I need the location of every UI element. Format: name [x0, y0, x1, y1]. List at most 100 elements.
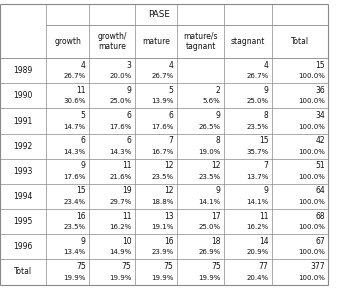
- Text: 14.3%: 14.3%: [64, 149, 86, 155]
- Text: 75: 75: [76, 262, 86, 271]
- Text: 9: 9: [263, 86, 268, 95]
- Text: mature: mature: [142, 37, 170, 46]
- Text: 1994: 1994: [14, 192, 33, 201]
- Text: 4: 4: [169, 61, 174, 70]
- Text: 36: 36: [315, 86, 325, 95]
- Text: 9: 9: [216, 111, 221, 120]
- Text: 18.8%: 18.8%: [151, 199, 174, 205]
- Text: 2: 2: [216, 86, 221, 95]
- Text: 13.9%: 13.9%: [151, 98, 174, 105]
- Text: 14.1%: 14.1%: [246, 199, 268, 205]
- Text: 6: 6: [81, 136, 86, 145]
- Text: 12: 12: [211, 161, 221, 170]
- Text: 14.3%: 14.3%: [109, 149, 131, 155]
- Text: 100.0%: 100.0%: [298, 274, 325, 281]
- Text: 35.7%: 35.7%: [246, 149, 268, 155]
- Text: 20.4%: 20.4%: [246, 274, 268, 281]
- Text: 100.0%: 100.0%: [298, 98, 325, 105]
- Text: 25.0%: 25.0%: [246, 98, 268, 105]
- Text: 13.4%: 13.4%: [64, 249, 86, 255]
- Text: 16.7%: 16.7%: [151, 149, 174, 155]
- Text: 8: 8: [216, 136, 221, 145]
- Text: 23.9%: 23.9%: [151, 249, 174, 255]
- Text: 26.9%: 26.9%: [198, 249, 221, 255]
- Text: 11: 11: [122, 212, 131, 221]
- Text: mature/s
tagnant: mature/s tagnant: [183, 32, 218, 51]
- Text: 5: 5: [169, 86, 174, 95]
- Text: 100.0%: 100.0%: [298, 124, 325, 130]
- Text: 17.6%: 17.6%: [63, 174, 86, 180]
- Text: 67: 67: [315, 237, 325, 246]
- Text: 1990: 1990: [14, 91, 33, 101]
- Text: 17.6%: 17.6%: [109, 124, 131, 130]
- Text: 23.5%: 23.5%: [198, 174, 221, 180]
- Text: 25.0%: 25.0%: [109, 98, 131, 105]
- Text: 9: 9: [216, 186, 221, 196]
- Text: 75: 75: [211, 262, 221, 271]
- Text: 9: 9: [81, 161, 86, 170]
- Text: 100.0%: 100.0%: [298, 199, 325, 205]
- Text: 14.9%: 14.9%: [109, 249, 131, 255]
- Text: 1989: 1989: [14, 66, 33, 75]
- Text: 15: 15: [315, 61, 325, 70]
- Text: 25.0%: 25.0%: [198, 224, 221, 230]
- Text: 23.5%: 23.5%: [151, 174, 174, 180]
- Text: 26.7%: 26.7%: [64, 73, 86, 79]
- Text: growth/
mature: growth/ mature: [97, 32, 127, 51]
- Text: 1993: 1993: [14, 167, 33, 176]
- Text: Total: Total: [291, 37, 309, 46]
- Text: 15: 15: [76, 186, 86, 196]
- Text: 23.4%: 23.4%: [64, 199, 86, 205]
- Text: 14: 14: [259, 237, 268, 246]
- Text: 100.0%: 100.0%: [298, 149, 325, 155]
- Text: 100.0%: 100.0%: [298, 174, 325, 180]
- Text: 16.2%: 16.2%: [109, 224, 131, 230]
- Text: 23.5%: 23.5%: [64, 224, 86, 230]
- Text: 18: 18: [211, 237, 221, 246]
- Text: PASE: PASE: [148, 10, 170, 19]
- Text: 11: 11: [259, 212, 268, 221]
- Text: 100.0%: 100.0%: [298, 249, 325, 255]
- Text: 26.5%: 26.5%: [198, 124, 221, 130]
- Text: 14.1%: 14.1%: [198, 199, 221, 205]
- Text: 100.0%: 100.0%: [298, 224, 325, 230]
- Text: 19.9%: 19.9%: [109, 274, 131, 281]
- Text: 10: 10: [122, 237, 131, 246]
- Text: 13: 13: [164, 212, 174, 221]
- Text: 30.6%: 30.6%: [63, 98, 86, 105]
- Text: 11: 11: [122, 161, 131, 170]
- Text: 3: 3: [126, 61, 131, 70]
- Text: 19.9%: 19.9%: [63, 274, 86, 281]
- Text: growth: growth: [54, 37, 81, 46]
- Text: 19.1%: 19.1%: [151, 224, 174, 230]
- Text: 21.6%: 21.6%: [109, 174, 131, 180]
- Text: 5.6%: 5.6%: [203, 98, 221, 105]
- Text: 51: 51: [315, 161, 325, 170]
- Text: 7: 7: [169, 136, 174, 145]
- Text: 19: 19: [122, 186, 131, 196]
- Text: 7: 7: [263, 161, 268, 170]
- Text: 9: 9: [126, 86, 131, 95]
- Text: 19.0%: 19.0%: [198, 149, 221, 155]
- Text: 12: 12: [164, 186, 174, 196]
- Text: 6: 6: [126, 111, 131, 120]
- Text: 100.0%: 100.0%: [298, 73, 325, 79]
- Text: Total: Total: [14, 268, 32, 276]
- Text: 5: 5: [81, 111, 86, 120]
- Text: 1991: 1991: [14, 117, 33, 126]
- Text: 6: 6: [126, 136, 131, 145]
- Text: 17: 17: [211, 212, 221, 221]
- Text: 68: 68: [315, 212, 325, 221]
- Text: 13.7%: 13.7%: [246, 174, 268, 180]
- Text: 20.0%: 20.0%: [109, 73, 131, 79]
- Text: 26.7%: 26.7%: [151, 73, 174, 79]
- Text: 29.7%: 29.7%: [109, 199, 131, 205]
- Text: 1992: 1992: [14, 142, 33, 151]
- Text: 1996: 1996: [14, 242, 33, 251]
- Text: 8: 8: [264, 111, 268, 120]
- Text: 20.9%: 20.9%: [246, 249, 268, 255]
- Text: 34: 34: [315, 111, 325, 120]
- Text: 75: 75: [164, 262, 174, 271]
- Text: stagnant: stagnant: [231, 37, 265, 46]
- Text: 9: 9: [263, 186, 268, 196]
